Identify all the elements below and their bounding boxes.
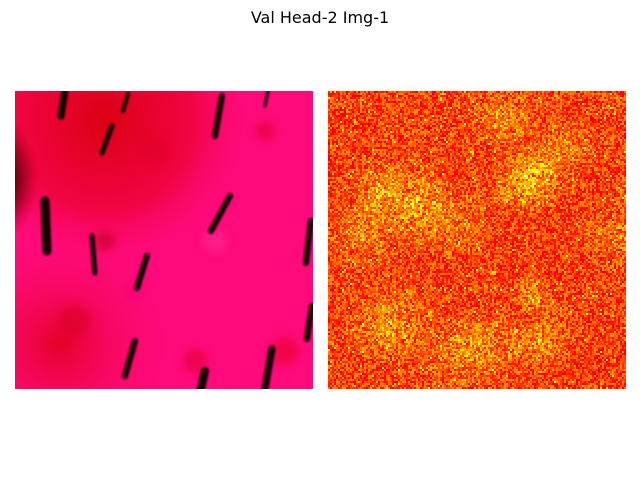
dark-lesion (15, 106, 115, 296)
skin-mottling (59, 121, 299, 373)
attention-heatmap (328, 91, 626, 389)
hairs (40, 91, 313, 389)
heatmap-panel (328, 91, 626, 389)
skin-image (15, 91, 313, 389)
figure-title: Val Head-2 Img-1 (250, 8, 390, 27)
input-image-panel (15, 91, 313, 389)
